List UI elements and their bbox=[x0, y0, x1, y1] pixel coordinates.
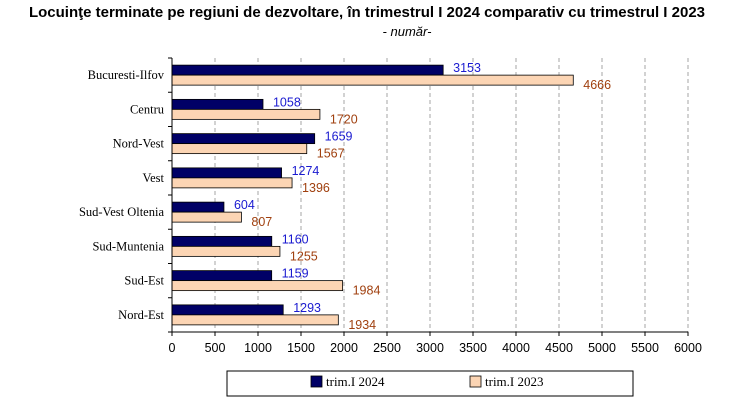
x-tick-label-0: 0 bbox=[169, 341, 176, 355]
legend-box bbox=[226, 370, 634, 397]
data-label-2024-6: 1159 bbox=[282, 267, 309, 281]
legend-label-2023: trim.I 2023 bbox=[485, 374, 544, 389]
bar-2024-2 bbox=[171, 133, 316, 145]
data-label-2024-5: 1160 bbox=[282, 232, 309, 246]
category-label-5: Sud-Muntenia bbox=[92, 239, 164, 253]
category-label-1: Centru bbox=[130, 102, 165, 116]
data-label-2024-3: 1274 bbox=[292, 164, 320, 178]
data-label-2024-2: 1659 bbox=[325, 130, 353, 144]
x-tick-label-3: 1500 bbox=[287, 341, 315, 355]
data-label-2024-7: 1293 bbox=[293, 301, 321, 315]
bar-2024-5 bbox=[171, 235, 273, 247]
bar-2023-4 bbox=[171, 211, 242, 223]
x-tick-label-12: 6000 bbox=[674, 341, 702, 355]
bar-2023-3 bbox=[171, 177, 293, 189]
data-label-2023-4: 807 bbox=[251, 215, 272, 229]
bar-2024-6 bbox=[171, 270, 273, 282]
x-tick-label-4: 2000 bbox=[330, 341, 358, 355]
category-label-6: Sud-Est bbox=[124, 274, 164, 288]
data-label-2023-6: 1984 bbox=[353, 284, 381, 298]
category-label-2: Nord-Vest bbox=[113, 137, 165, 151]
data-label-2023-1: 1720 bbox=[330, 112, 358, 126]
legend-swatch-2023 bbox=[469, 375, 482, 388]
x-tick-label-9: 4500 bbox=[545, 341, 573, 355]
data-label-2024-0: 3153 bbox=[453, 61, 481, 75]
data-label-2023-7: 1934 bbox=[348, 318, 376, 332]
x-tick-label-11: 5500 bbox=[631, 341, 659, 355]
x-tick-label-1: 500 bbox=[205, 341, 226, 355]
x-tick-label-8: 4000 bbox=[502, 341, 530, 355]
bar-2023-5 bbox=[171, 245, 281, 257]
legend-label-2024: trim.I 2024 bbox=[326, 374, 385, 389]
bar-2024-7 bbox=[171, 304, 284, 316]
data-label-2023-5: 1255 bbox=[290, 249, 318, 263]
category-label-7: Nord-Est bbox=[118, 308, 164, 322]
data-label-2023-3: 1396 bbox=[302, 181, 330, 195]
category-label-0: Bucuresti-Ilfov bbox=[88, 68, 165, 82]
category-label-3: Vest bbox=[142, 171, 164, 185]
bar-2024-4 bbox=[171, 201, 225, 213]
bar-2023-1 bbox=[171, 108, 321, 120]
bar-2024-0 bbox=[171, 64, 444, 76]
data-label-2024-1: 1058 bbox=[273, 95, 301, 109]
category-label-4: Sud-Vest Oltenia bbox=[79, 205, 165, 219]
chart-subtitle: - număr- bbox=[382, 24, 432, 39]
bar-2023-7 bbox=[171, 314, 339, 326]
chart-title: Locuinţe terminate pe regiuni de dezvolt… bbox=[28, 4, 706, 21]
bar-2023-6 bbox=[171, 280, 344, 292]
x-tick-label-7: 3500 bbox=[459, 341, 487, 355]
x-tick-label-6: 3000 bbox=[416, 341, 444, 355]
data-label-2023-0: 4666 bbox=[583, 78, 611, 92]
data-label-2023-2: 1567 bbox=[317, 147, 345, 161]
data-label-2024-4: 604 bbox=[234, 198, 255, 212]
x-tick-label-5: 2500 bbox=[373, 341, 401, 355]
bar-2023-2 bbox=[171, 143, 308, 155]
x-tick-label-2: 1000 bbox=[244, 341, 272, 355]
bar-2024-3 bbox=[171, 167, 282, 179]
legend-swatch-2024 bbox=[310, 375, 323, 388]
bar-2023-0 bbox=[171, 74, 574, 86]
bar-2024-1 bbox=[171, 98, 264, 110]
x-tick-label-10: 5000 bbox=[588, 341, 616, 355]
